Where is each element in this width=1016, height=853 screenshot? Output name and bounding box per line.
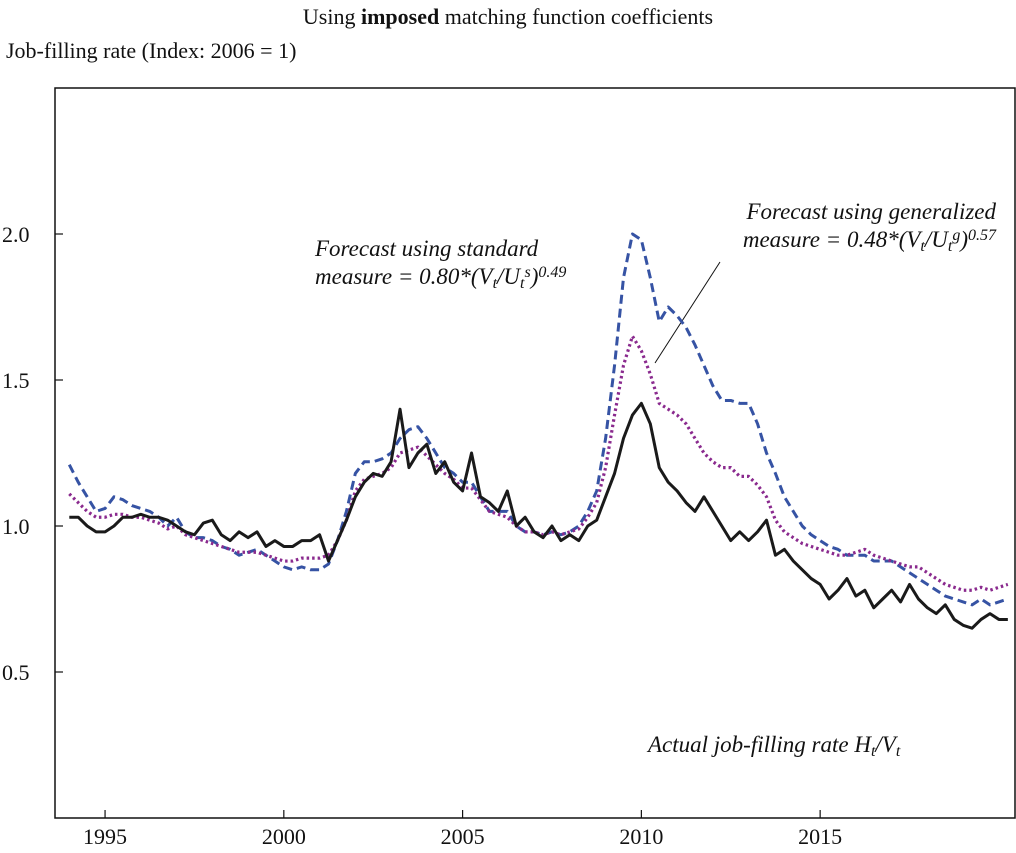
label-part: 0.49 — [538, 264, 566, 281]
x-tick-label: 2005 — [441, 824, 485, 849]
label-part: Forecast using generalized — [745, 199, 996, 224]
label-part: measure = 0.48*(V — [743, 227, 924, 252]
label-part: s — [524, 264, 530, 281]
series-label: Actual job-filling rate Ht/Vt — [646, 732, 901, 760]
label-part: t — [493, 275, 498, 292]
y-axis-label: Job-filling rate (Index: 2006 = 1) — [6, 38, 296, 63]
plot-frame — [54, 87, 1016, 819]
y-tick-label: 1.5 — [2, 368, 30, 393]
x-tick-label: 1995 — [83, 824, 127, 849]
label-part: t — [896, 743, 901, 760]
title-part: imposed — [361, 4, 439, 29]
series-label: measure = 0.48*(Vt/Utg)0.57 — [743, 227, 997, 255]
series-label: Forecast using generalized — [745, 199, 996, 224]
label-part: Forecast using standard — [314, 236, 539, 261]
series-line — [67, 232, 1009, 607]
title-part: Using — [303, 4, 361, 29]
label-part: measure = 0.80*(V — [315, 264, 496, 289]
series-label: Forecast using standard — [314, 236, 539, 261]
label-part: ) — [958, 227, 968, 252]
label-part: ) — [529, 264, 539, 289]
chart-title: Using imposed matching function coeffici… — [303, 4, 713, 29]
label-part: /V — [873, 732, 898, 757]
label-part: Actual job-filling rate H — [646, 732, 872, 757]
label-part: t — [520, 275, 525, 292]
label-part: /U — [495, 264, 521, 289]
series-line — [69, 401, 1008, 630]
y-tick-label: 2.0 — [2, 222, 30, 247]
label-part: 0.57 — [968, 227, 997, 244]
y-tick-label: 0.5 — [2, 660, 30, 685]
x-tick-label: 2000 — [262, 824, 306, 849]
label-part: /U — [923, 227, 949, 252]
y-tick-label: 1.0 — [2, 514, 30, 539]
series-line — [68, 334, 1009, 592]
x-tick-label: 2010 — [619, 824, 663, 849]
series-label: measure = 0.80*(Vt/Uts)0.49 — [315, 264, 566, 292]
label-part: t — [948, 238, 953, 255]
label-part: t — [871, 743, 876, 760]
label-part: g — [952, 227, 960, 244]
x-tick-label: 2015 — [798, 824, 842, 849]
title-part: matching function coefficients — [439, 4, 713, 29]
label-part: t — [920, 238, 925, 255]
leader-line — [654, 261, 721, 364]
